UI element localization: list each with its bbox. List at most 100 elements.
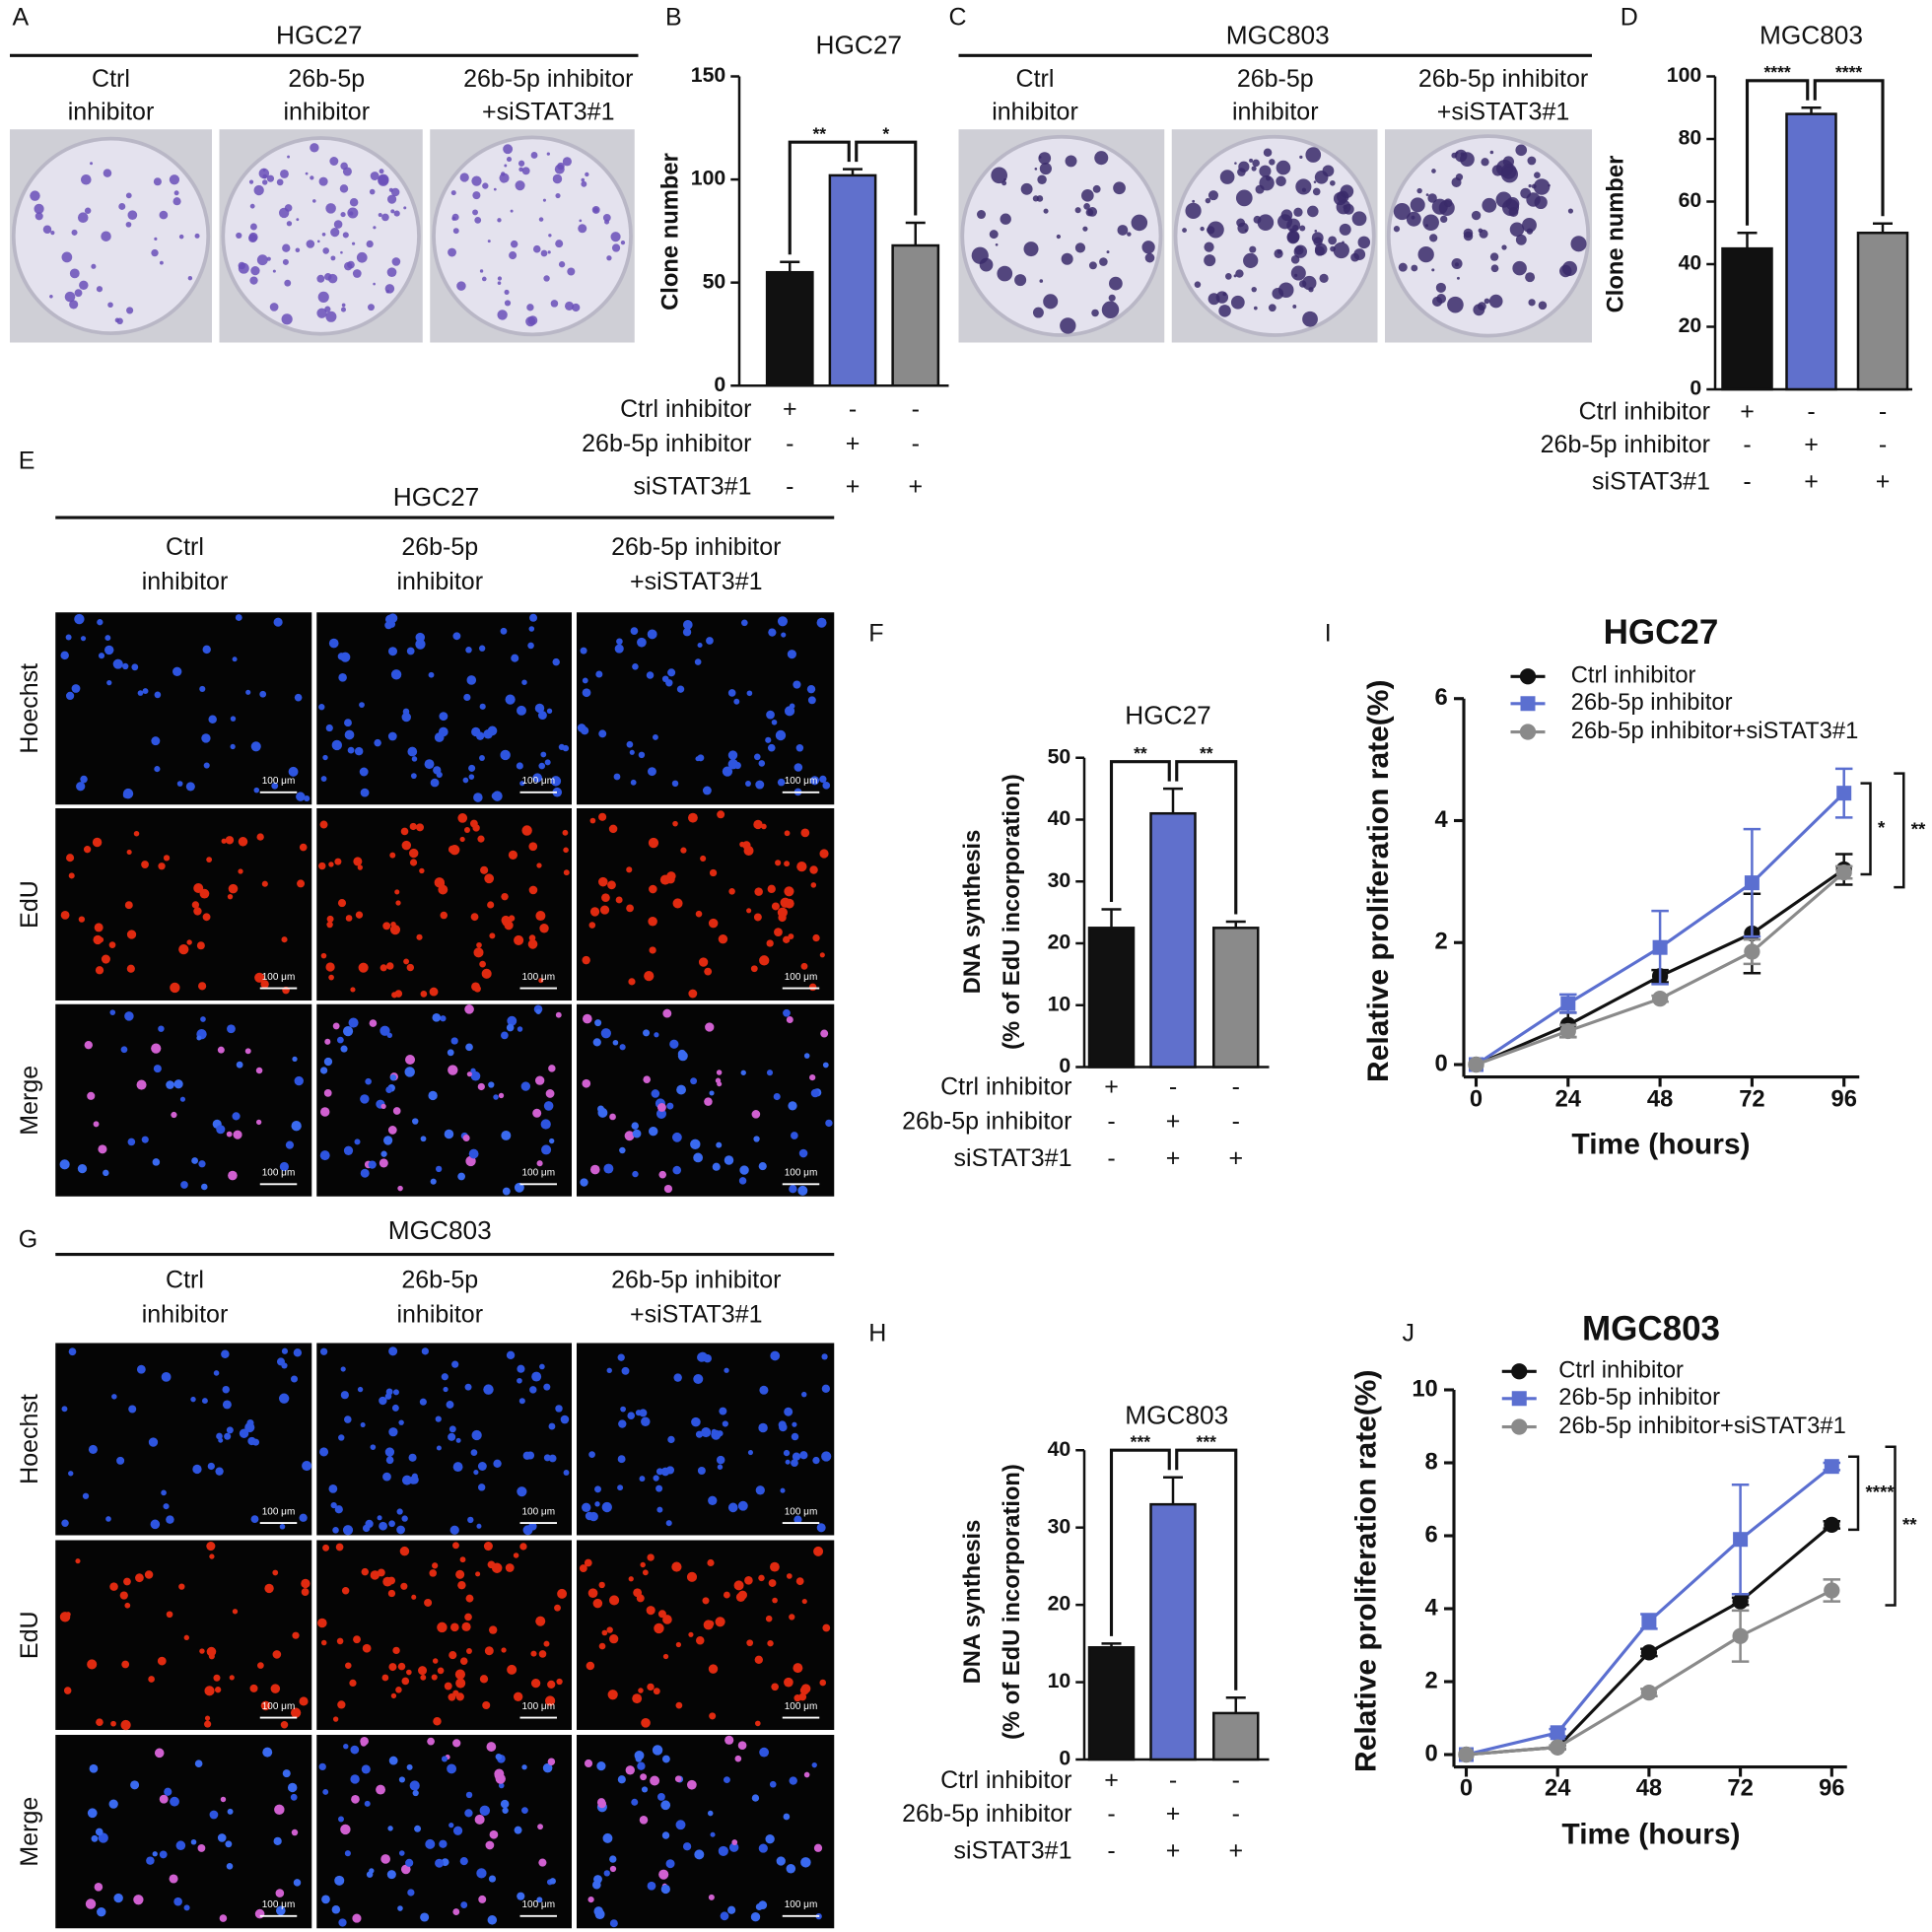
colony — [552, 173, 563, 184]
cell — [262, 1747, 273, 1758]
cell — [724, 1735, 734, 1745]
cell — [108, 1799, 118, 1809]
cell — [708, 1664, 719, 1674]
colony — [266, 256, 271, 261]
marker — [1824, 1582, 1840, 1599]
row-label: Merge — [16, 1066, 43, 1136]
cell — [216, 1125, 226, 1135]
cell — [609, 1113, 616, 1121]
colony — [373, 282, 376, 286]
cell — [539, 1363, 545, 1370]
cell — [488, 1625, 498, 1634]
cell — [786, 708, 793, 715]
colony — [248, 179, 254, 184]
colony — [322, 247, 329, 254]
panel-letter: C — [949, 3, 967, 31]
colony — [1299, 155, 1303, 160]
cell — [381, 1674, 389, 1682]
legend-marker — [1520, 696, 1536, 712]
cell — [166, 1515, 174, 1524]
cell — [801, 1599, 807, 1605]
cell — [379, 1396, 387, 1406]
cell — [396, 1508, 403, 1515]
marker — [1835, 863, 1852, 881]
cell — [122, 792, 130, 798]
colony — [325, 203, 336, 214]
cell — [807, 696, 816, 705]
cell — [798, 1148, 808, 1158]
cell — [460, 1901, 468, 1908]
cell — [136, 1364, 146, 1374]
cell — [320, 776, 327, 782]
cell — [582, 677, 588, 684]
cell — [594, 1501, 600, 1507]
cell — [536, 862, 542, 868]
y-tick-label: 40 — [1048, 1437, 1071, 1461]
colony — [459, 172, 469, 182]
cell — [290, 1707, 302, 1718]
cell — [609, 1634, 619, 1644]
cell — [335, 1543, 344, 1552]
cell — [337, 899, 347, 908]
y-tick-label: 30 — [1048, 1514, 1071, 1538]
colony — [1292, 224, 1299, 232]
colony — [1307, 205, 1319, 218]
legend-marker — [1519, 668, 1537, 685]
cell — [607, 880, 616, 890]
cell — [626, 740, 634, 748]
condition-mark: - — [1232, 1766, 1240, 1794]
cell — [320, 1639, 327, 1646]
cell — [811, 1761, 817, 1768]
cell — [532, 773, 542, 783]
bar — [1087, 927, 1136, 1069]
colony — [107, 302, 113, 309]
cell — [217, 1046, 225, 1054]
cell — [397, 1905, 403, 1911]
micrograph — [316, 1735, 572, 1929]
cell — [201, 733, 211, 743]
cell — [556, 1678, 563, 1686]
cell — [797, 1185, 808, 1196]
cell — [777, 778, 786, 787]
y-axis-label: DNA synthesis — [959, 1520, 986, 1685]
cell — [464, 1383, 472, 1391]
cell — [400, 1582, 408, 1590]
significance-bracket — [1109, 1448, 1171, 1636]
cell — [204, 1720, 212, 1728]
cell — [783, 1813, 791, 1821]
marker — [1640, 1644, 1658, 1661]
cell — [682, 628, 692, 637]
colony — [1489, 252, 1499, 261]
cell — [702, 786, 712, 795]
cell — [547, 1680, 556, 1690]
cell — [544, 1695, 556, 1706]
cell — [387, 613, 398, 623]
y-axis-label: Clone number — [1602, 156, 1628, 313]
cell — [484, 873, 495, 884]
cell — [663, 1184, 673, 1194]
cell — [254, 1908, 265, 1919]
cell — [404, 1067, 415, 1077]
cell — [431, 1674, 438, 1681]
cell — [296, 792, 306, 801]
cell — [386, 1032, 392, 1039]
colony — [1101, 301, 1120, 318]
cell — [271, 782, 279, 790]
y-tick-label: 10 — [1412, 1375, 1437, 1402]
cell — [331, 1905, 341, 1914]
condition-mark: + — [1104, 1766, 1119, 1794]
colony — [1235, 189, 1253, 207]
cell — [120, 1719, 131, 1731]
colony — [1528, 183, 1532, 188]
cell — [592, 1038, 601, 1047]
cell — [457, 1580, 466, 1590]
cell — [628, 978, 636, 986]
cell — [355, 911, 364, 919]
colony — [1109, 276, 1123, 291]
cell — [821, 1384, 831, 1394]
significance-bracket — [1894, 772, 1905, 889]
cell — [232, 1112, 241, 1121]
colony — [1263, 148, 1273, 158]
cell — [172, 666, 182, 676]
colony — [391, 257, 401, 266]
